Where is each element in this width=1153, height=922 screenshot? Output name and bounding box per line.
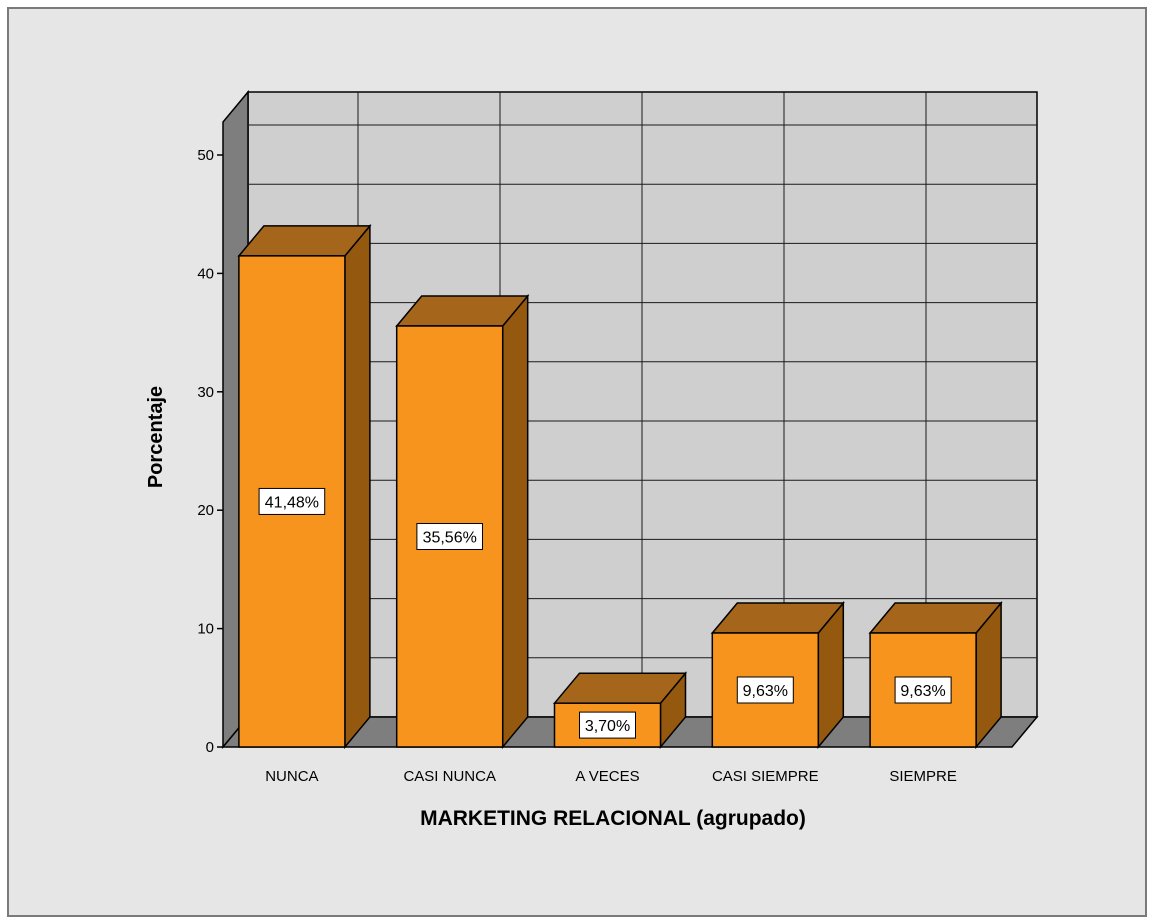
bar-side (344, 223, 371, 750)
data-label: 41,48% (265, 494, 319, 511)
x-axis-labels: NUNCA CASI NUNCA A VECES CASI SIEMPRE SIEMPR… (265, 768, 957, 785)
data-label: 35,56% (423, 529, 477, 546)
y-axis-ticks: 0 10 20 30 40 50 (197, 147, 223, 756)
y-tick-label: 10 (197, 621, 214, 638)
data-label-box (416, 522, 483, 550)
y-tick-label: 40 (197, 265, 214, 282)
y-tick-label: 30 (197, 384, 214, 401)
y-tick-label: 20 (197, 502, 214, 519)
x-tick-label: CASI NUNCA (403, 768, 496, 785)
data-label: 3,70% (585, 718, 630, 735)
data-label-box (894, 676, 952, 704)
x-axis-title: MARKETING RELACIONAL (agrupado) (420, 807, 806, 830)
x-tick-label: A VECES (575, 768, 639, 785)
x-tick-label: NUNCA (265, 768, 318, 785)
y-tick-label: 50 (197, 147, 214, 164)
y-axis-title: Porcentaje (145, 386, 167, 488)
data-label-box (736, 676, 794, 704)
data-label: 9,63% (900, 683, 945, 700)
x-tick-label: CASI SIEMPRE (712, 768, 819, 785)
data-label-box (579, 711, 636, 739)
x-tick-label: SIEMPRE (889, 768, 957, 785)
bar-side (501, 293, 529, 750)
bars: 41,48% 35,56% 3,70% 9,63% 9,63% (237, 223, 1003, 750)
data-label: 9,63% (743, 683, 788, 700)
y-tick-label: 0 (206, 739, 214, 756)
data-label-box (258, 487, 326, 515)
